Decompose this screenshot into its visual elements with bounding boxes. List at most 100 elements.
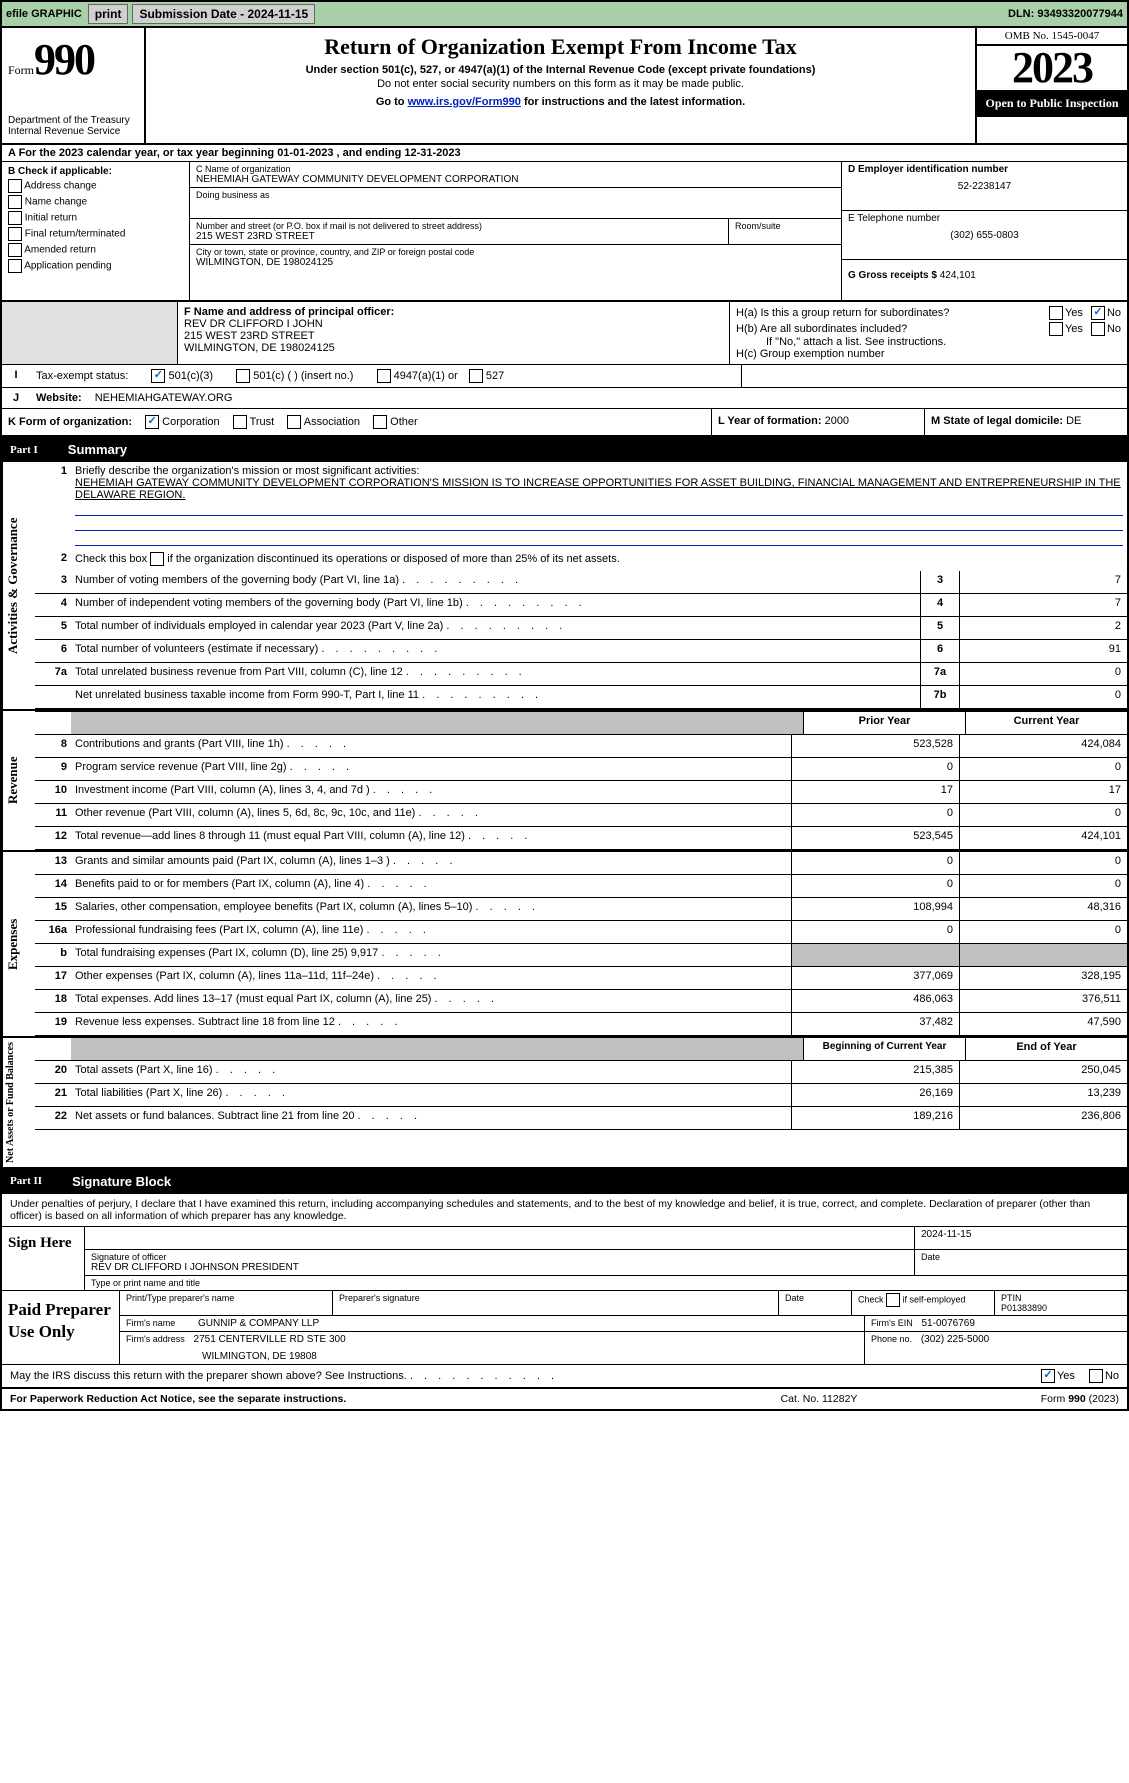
footer-mid: Cat. No. 11282Y [719, 1393, 919, 1405]
summary-row: 3Number of voting members of the governi… [35, 571, 1127, 594]
checkbox-ha-yes[interactable] [1049, 306, 1063, 320]
gross-label: G Gross receipts $ [848, 270, 937, 281]
checkbox-assoc[interactable] [287, 415, 301, 429]
checkbox-irs-no[interactable] [1089, 1369, 1103, 1383]
hdr-begin: Beginning of Current Year [803, 1038, 965, 1060]
summary-row: 12Total revenue—add lines 8 through 11 (… [35, 827, 1127, 850]
summary-row: 21Total liabilities (Part X, line 26) . … [35, 1084, 1127, 1107]
sig-declare: Under penalties of perjury, I declare th… [2, 1194, 1127, 1226]
summary-row: 14Benefits paid to or for members (Part … [35, 875, 1127, 898]
footer-left: For Paperwork Reduction Act Notice, see … [10, 1393, 719, 1405]
label-527: 527 [486, 370, 504, 382]
box-m-label: M State of legal domicile: [931, 415, 1063, 427]
checkbox-name-change[interactable] [8, 195, 22, 209]
summary-row: bTotal fundraising expenses (Part IX, co… [35, 944, 1127, 967]
summary-row: 20Total assets (Part X, line 16) . . . .… [35, 1061, 1127, 1084]
part-2-num: Part II [10, 1175, 72, 1187]
label-assoc: Association [304, 416, 360, 428]
checkbox-address-change[interactable] [8, 179, 22, 193]
checkbox-hb-yes[interactable] [1049, 322, 1063, 336]
label-501c3: 501(c)(3) [168, 370, 213, 382]
summary-row: 4Number of independent voting members of… [35, 594, 1127, 617]
label-yes: Yes [1065, 307, 1083, 319]
checkbox-final-return[interactable] [8, 227, 22, 241]
checkbox-501c[interactable] [236, 369, 250, 383]
officer-addr: 215 WEST 23RD STREET [184, 330, 723, 342]
summary-row: 19Revenue less expenses. Subtract line 1… [35, 1013, 1127, 1036]
open-inspection: Open to Public Inspection [977, 90, 1127, 117]
summary-row: 7aTotal unrelated business revenue from … [35, 663, 1127, 686]
hc-label: H(c) Group exemption number [736, 348, 1121, 360]
summary-row: 9Program service revenue (Part VIII, lin… [35, 758, 1127, 781]
box-f-label: F Name and address of principal officer: [184, 306, 723, 318]
room-label: Room/suite [735, 221, 835, 231]
top-bar: efile GRAPHIC print Submission Date - 20… [0, 0, 1129, 28]
checkbox-irs-yes[interactable] [1041, 1369, 1055, 1383]
tab-net-assets: Net Assets or Fund Balances [2, 1038, 35, 1167]
firm-phone: (302) 225-5000 [921, 1334, 989, 1345]
label-no: No [1107, 307, 1121, 319]
summary-row: 13Grants and similar amounts paid (Part … [35, 852, 1127, 875]
hb-label: H(b) Are all subordinates included? [736, 323, 1049, 335]
box-b: B Check if applicable: Address change Na… [2, 162, 190, 300]
city-label: City or town, state or province, country… [196, 247, 835, 257]
officer-city: WILMINGTON, DE 198024125 [184, 342, 723, 354]
footer-right: Form 990 (2023) [919, 1393, 1119, 1405]
addr-label: Number and street (or P.O. box if mail i… [196, 221, 722, 231]
summary-row: 18Total expenses. Add lines 13–17 (must … [35, 990, 1127, 1013]
goto-post: for instructions and the latest informat… [521, 96, 745, 108]
line-a: A For the 2023 calendar year, or tax yea… [0, 145, 1129, 162]
checkbox-ha-no[interactable] [1091, 306, 1105, 320]
label-no-2: No [1107, 323, 1121, 335]
paid-preparer: Paid Preparer Use Only [2, 1291, 120, 1364]
box-l-value: 2000 [825, 415, 849, 427]
firm-name: GUNNIP & COMPANY LLP [198, 1318, 319, 1329]
checkbox-q2[interactable] [150, 552, 164, 566]
summary-row: 17Other expenses (Part IX, column (A), l… [35, 967, 1127, 990]
checkbox-initial-return[interactable] [8, 211, 22, 225]
q1-label: Briefly describe the organization's miss… [75, 465, 419, 477]
form-word: Form [8, 63, 34, 77]
sign-here: Sign Here [2, 1227, 85, 1290]
summary-row: 10Investment income (Part VIII, column (… [35, 781, 1127, 804]
checkbox-501c3[interactable] [151, 369, 165, 383]
summary-row: 5Total number of individuals employed in… [35, 617, 1127, 640]
checkbox-527[interactable] [469, 369, 483, 383]
org-addr: 215 WEST 23RD STREET [196, 231, 722, 242]
hdr-end: End of Year [965, 1038, 1127, 1060]
summary-row: 22Net assets or fund balances. Subtract … [35, 1107, 1127, 1130]
org-name: NEHEMIAH GATEWAY COMMUNITY DEVELOPMENT C… [196, 174, 835, 185]
part-1-num: Part I [10, 444, 68, 456]
label-other: Other [390, 416, 418, 428]
checkbox-trust[interactable] [233, 415, 247, 429]
label-name-change: Name change [25, 197, 87, 208]
part-1-title: Summary [68, 442, 127, 457]
checkbox-app-pending[interactable] [8, 259, 22, 273]
checkbox-hb-no[interactable] [1091, 322, 1105, 336]
part-2-header: Part II Signature Block [0, 1169, 1129, 1194]
label-4947: 4947(a)(1) or [394, 370, 458, 382]
phone-label: E Telephone number [848, 213, 1121, 224]
ein-value: 52-2238147 [848, 181, 1121, 192]
checkbox-corp[interactable] [145, 415, 159, 429]
summary-row: 8Contributions and grants (Part VIII, li… [35, 735, 1127, 758]
prep-name-label: Print/Type preparer's name [120, 1291, 333, 1315]
label-501c: 501(c) ( ) (insert no.) [253, 370, 353, 382]
summary-row: Net unrelated business taxable income fr… [35, 686, 1127, 709]
firm-ein: 51-0076769 [922, 1318, 975, 1329]
checkbox-4947[interactable] [377, 369, 391, 383]
tab-expenses: Expenses [2, 852, 35, 1036]
checkbox-other[interactable] [373, 415, 387, 429]
org-city: WILMINGTON, DE 198024125 [196, 257, 835, 268]
tab-revenue: Revenue [2, 711, 35, 850]
part-2-title: Signature Block [72, 1174, 171, 1189]
box-m-value: DE [1066, 415, 1081, 427]
efile-label: efile GRAPHIC [6, 8, 82, 20]
sig-date-val: 2024-11-15 [921, 1229, 971, 1240]
checkbox-self-employed[interactable] [886, 1293, 900, 1307]
checkbox-amended[interactable] [8, 243, 22, 257]
irs-link[interactable]: www.irs.gov/Form990 [408, 96, 521, 108]
print-button[interactable]: print [88, 4, 129, 24]
label-yes-2: Yes [1065, 323, 1083, 335]
label-irs-yes: Yes [1057, 1370, 1075, 1382]
